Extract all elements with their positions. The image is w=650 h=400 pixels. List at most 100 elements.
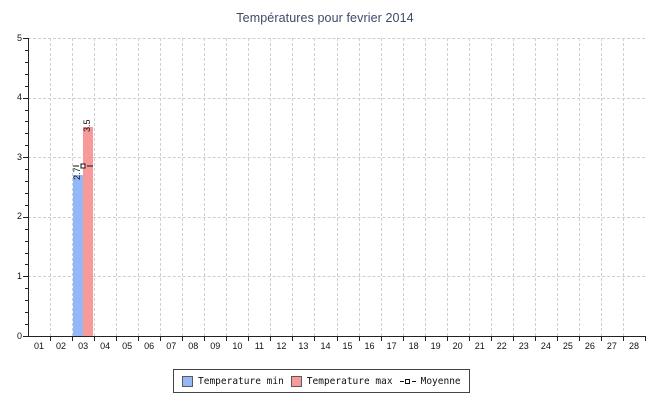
x-tick-label: 18 <box>408 341 419 351</box>
x-axis-line <box>28 336 645 337</box>
gridline-vertical <box>160 38 162 336</box>
bar-value-label: 2.7 <box>72 167 83 181</box>
mean-square-marker <box>80 163 86 169</box>
gridline-vertical <box>182 38 184 336</box>
x-tick <box>94 336 96 341</box>
x-tick <box>446 336 448 341</box>
y-tick-minor <box>25 240 28 242</box>
legend-dash-left-icon <box>399 380 404 382</box>
y-tick-minor <box>25 324 28 326</box>
chart-title: Températures pour fevrier 2014 <box>236 11 414 25</box>
x-tick-label: 01 <box>34 341 45 351</box>
x-tick-label: 25 <box>562 341 573 351</box>
x-tick <box>534 336 536 341</box>
gridline-vertical <box>358 38 360 336</box>
gridline-vertical <box>556 38 558 336</box>
y-tick-minor <box>25 192 28 194</box>
x-tick <box>248 336 250 341</box>
gridline-vertical <box>600 38 602 336</box>
x-tick-label: 17 <box>386 341 397 351</box>
gridline-vertical <box>622 38 624 336</box>
gridline-vertical <box>226 38 228 336</box>
y-tick <box>23 216 28 218</box>
x-tick <box>204 336 206 341</box>
legend-item-temperature-min: Temperature min <box>182 375 284 387</box>
x-tick-label: 14 <box>320 341 331 351</box>
x-tick <box>226 336 228 341</box>
x-tick-label: 10 <box>232 341 243 351</box>
legend-item-temperature-max: Temperature max <box>290 375 393 387</box>
x-tick <box>336 336 338 341</box>
gridline-vertical <box>94 38 96 336</box>
gridline-vertical <box>402 38 404 336</box>
x-tick-label: 11 <box>254 341 265 351</box>
gridline-vertical <box>50 38 52 336</box>
y-tick-minor <box>25 228 28 230</box>
x-tick <box>72 336 74 341</box>
y-tick <box>23 276 28 278</box>
x-tick-label: 13 <box>298 341 309 351</box>
legend-swatch-icon <box>182 375 193 387</box>
x-tick-label: 03 <box>78 341 89 351</box>
gridline-vertical <box>292 38 294 336</box>
y-tick-minor <box>25 85 28 87</box>
gridline-vertical <box>138 38 140 336</box>
mean-dash-right <box>87 165 94 167</box>
y-tick-label: 3 <box>16 151 22 162</box>
y-tick <box>23 97 28 99</box>
x-tick <box>50 336 52 341</box>
x-tick-label: 22 <box>496 341 507 351</box>
y-axis-line <box>28 38 29 336</box>
bar-temperature-max <box>83 127 94 336</box>
x-tick <box>380 336 382 341</box>
x-tick-label: 06 <box>144 341 155 351</box>
x-tick <box>138 336 140 341</box>
y-tick-minor <box>25 252 28 254</box>
gridline-vertical <box>248 38 250 336</box>
legend-square-marker-icon <box>404 378 410 384</box>
x-tick-label: 02 <box>56 341 67 351</box>
y-tick-label: 4 <box>16 92 22 103</box>
y-tick <box>23 336 28 337</box>
x-tick <box>160 336 162 341</box>
x-tick <box>314 336 316 341</box>
x-tick-label: 27 <box>606 341 617 351</box>
line-marker-icon <box>399 376 416 387</box>
y-tick-minor <box>25 145 28 147</box>
y-tick-minor <box>25 300 28 302</box>
x-tick <box>358 336 360 341</box>
y-tick-minor <box>25 109 28 111</box>
x-tick-label: 04 <box>100 341 111 351</box>
x-tick <box>424 336 426 341</box>
x-tick <box>622 336 624 341</box>
y-tick-minor <box>25 181 28 183</box>
y-tick-label: 2 <box>16 211 22 222</box>
legend-label-temperature-min: Temperature min <box>198 375 284 387</box>
gridline-vertical <box>468 38 470 336</box>
legend-dash-right-icon <box>411 380 416 382</box>
x-tick-label: 16 <box>364 341 375 351</box>
x-tick <box>490 336 492 341</box>
y-tick-minor <box>25 61 28 63</box>
legend-swatch-icon <box>290 375 302 387</box>
gridline-vertical <box>204 38 206 336</box>
legend-label-moyenne: Moyenne <box>420 375 461 387</box>
x-tick <box>270 336 272 341</box>
y-tick-minor <box>25 133 28 135</box>
y-tick <box>23 157 28 159</box>
x-tick-label: 07 <box>166 341 177 351</box>
y-tick-minor <box>25 169 28 171</box>
y-tick-minor <box>25 49 28 51</box>
gridline-vertical <box>270 38 272 336</box>
x-tick <box>578 336 580 341</box>
gridline-vertical <box>72 38 74 336</box>
bar-temperature-min <box>73 175 84 336</box>
x-tick <box>556 336 558 341</box>
y-tick <box>23 38 28 39</box>
x-tick-label: 20 <box>452 341 463 351</box>
y-tick-minor <box>25 264 28 266</box>
gridline-vertical <box>446 38 448 336</box>
y-tick-minor <box>25 288 28 290</box>
